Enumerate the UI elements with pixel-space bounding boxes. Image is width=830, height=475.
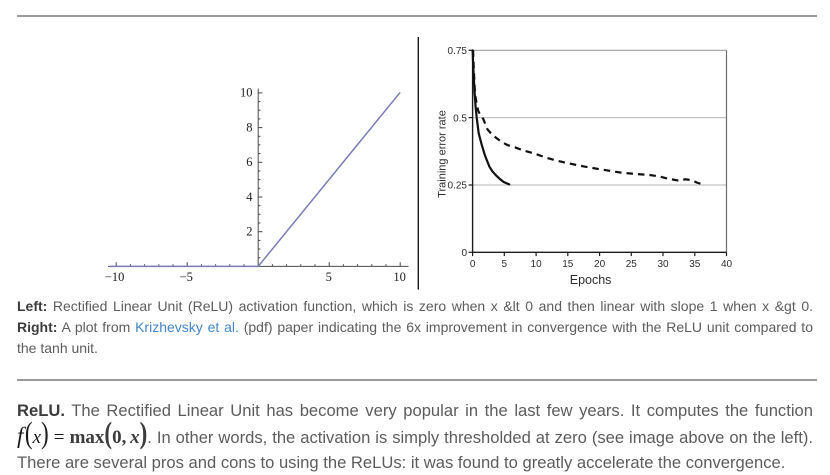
svg-text:0.5: 0.5 (453, 113, 467, 124)
svg-text:10: 10 (531, 259, 543, 270)
svg-text:5: 5 (502, 259, 508, 270)
svg-text:10: 10 (240, 86, 253, 100)
svg-text:2: 2 (246, 225, 252, 239)
svg-text:5: 5 (326, 270, 332, 284)
svg-text:0: 0 (470, 259, 476, 270)
svg-text:8: 8 (246, 120, 252, 134)
svg-text:40: 40 (721, 259, 733, 270)
svg-text:−10: −10 (105, 270, 125, 284)
svg-text:−5: −5 (180, 270, 193, 284)
svg-text:25: 25 (626, 259, 638, 270)
svg-text:Epochs: Epochs (570, 273, 612, 287)
svg-text:0.25: 0.25 (448, 181, 468, 192)
svg-text:15: 15 (562, 259, 574, 270)
svg-text:30: 30 (657, 259, 669, 270)
svg-text:20: 20 (594, 259, 606, 270)
svg-text:0: 0 (461, 248, 467, 259)
svg-text:Training error rate: Training error rate (437, 110, 449, 198)
svg-text:35: 35 (689, 259, 701, 270)
svg-text:0.75: 0.75 (448, 46, 468, 57)
svg-text:6: 6 (246, 155, 252, 169)
svg-text:4: 4 (246, 190, 253, 204)
svg-text:10: 10 (393, 270, 406, 284)
